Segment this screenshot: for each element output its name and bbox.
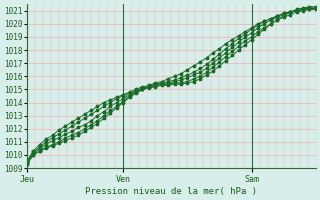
X-axis label: Pression niveau de la mer( hPa ): Pression niveau de la mer( hPa ): [85, 187, 257, 196]
